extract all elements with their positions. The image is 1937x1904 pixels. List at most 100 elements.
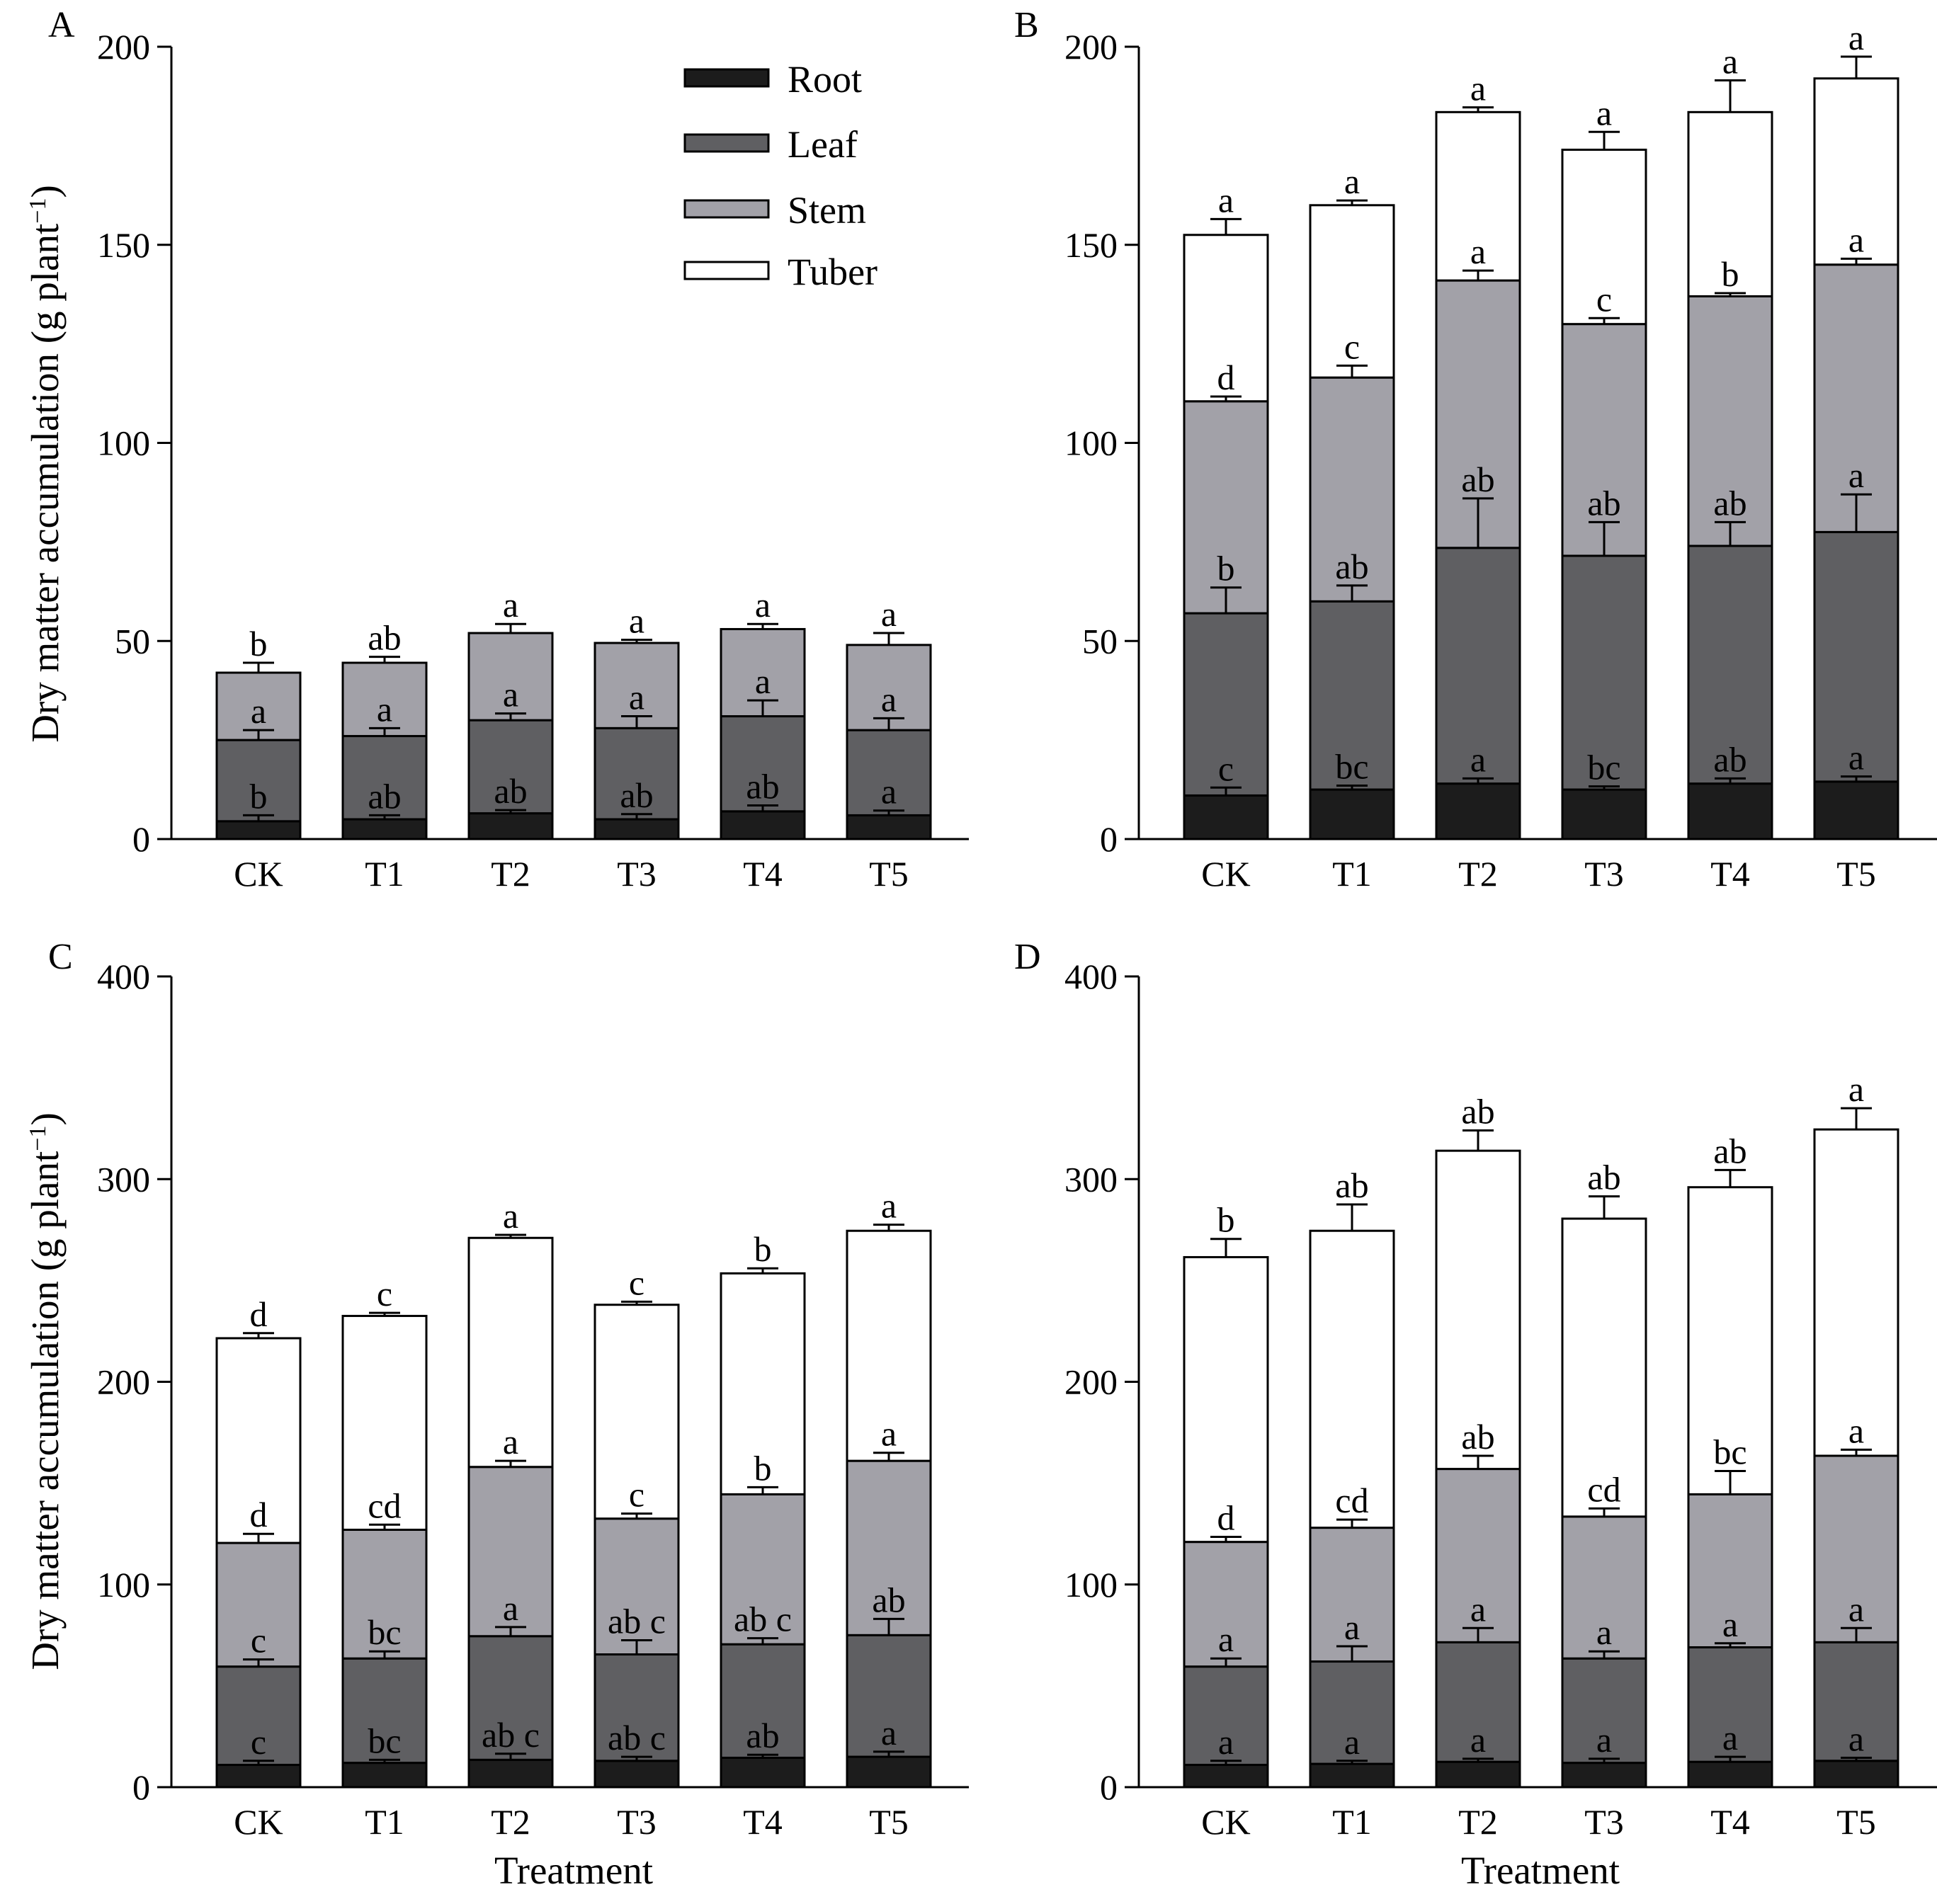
- sig-letter-root: a: [1344, 1722, 1360, 1762]
- panel-label-d: D: [1014, 937, 1041, 977]
- sig-letter-leaf: ab: [872, 1580, 905, 1619]
- legend-label-root: Root: [788, 58, 862, 101]
- sig-letter-tuber: a: [1344, 161, 1360, 201]
- y-tick-label-b: 100: [1064, 423, 1118, 463]
- bar-stem: [1183, 400, 1269, 615]
- sig-letter-stem: a: [503, 585, 518, 625]
- bar-root: [215, 1764, 302, 1789]
- bar-stack-a-t1: ab a ab: [341, 618, 428, 840]
- y-tick-label-b: 0: [1100, 819, 1118, 859]
- bar-root: [1309, 1762, 1395, 1789]
- sig-letter-leaf: a: [881, 679, 897, 719]
- sig-letter-tuber: a: [1218, 180, 1234, 220]
- sig-letter-leaf: ab c: [608, 1601, 666, 1641]
- sig-letter-stem: b: [754, 1448, 772, 1488]
- bar-root: [846, 814, 932, 840]
- panel-label-c: C: [48, 937, 73, 977]
- bar-stem: [1813, 1454, 1899, 1643]
- x-tick-label-d: T2: [1458, 1802, 1498, 1842]
- sig-letter-root: ab: [368, 776, 401, 816]
- bar-stem: [215, 1541, 302, 1668]
- sig-letter-leaf: c: [251, 1621, 266, 1660]
- bar-leaf: [467, 719, 554, 815]
- sig-letter-leaf: a: [1722, 1604, 1738, 1644]
- bar-stack-a-t3: ab aa: [593, 601, 680, 840]
- sig-letter-leaf: bc: [368, 1612, 401, 1652]
- sig-letter-stem: c: [629, 1475, 644, 1515]
- x-tick-label-a: CK: [234, 854, 283, 894]
- x-tick-label-d: T3: [1584, 1802, 1624, 1842]
- sig-letter-stem: bc: [1713, 1432, 1746, 1471]
- sig-letter-stem: b: [1722, 254, 1739, 294]
- sig-letter-stem: a: [1848, 1410, 1864, 1450]
- sig-letter-tuber: c: [377, 1274, 392, 1313]
- sig-letter-root: b: [250, 776, 268, 816]
- panels: 050100150200babCKabaabT1abaaT2abaaT3abaa…: [97, 18, 1937, 1842]
- sig-letter-root: a: [881, 772, 897, 811]
- x-tick-label-c: T5: [869, 1802, 909, 1842]
- sig-letter-tuber: ab: [1713, 1131, 1746, 1170]
- x-tick-label-d: CK: [1201, 1802, 1250, 1842]
- sig-letter-tuber: a: [503, 1196, 518, 1236]
- bar-leaf: [1435, 547, 1521, 785]
- bar-root: [1561, 1762, 1647, 1789]
- bar-tuber: [1435, 1149, 1521, 1471]
- sig-letter-stem: d: [1217, 1498, 1235, 1537]
- sig-letter-leaf: ab: [1587, 483, 1620, 523]
- bar-stack-b-ck: c b d a: [1183, 180, 1269, 840]
- bar-stem: [846, 644, 932, 731]
- bar-leaf: [846, 729, 932, 816]
- sig-letter-leaf: a: [251, 691, 266, 731]
- bar-stem: [720, 1493, 806, 1646]
- y-tick-label-a: 200: [97, 27, 150, 67]
- x-tick-label-b: T2: [1458, 854, 1498, 894]
- y-tick-label-c: 200: [97, 1362, 150, 1402]
- sig-letter-root: c: [1218, 748, 1234, 788]
- y-axis-title-bottom: Dry matter accumulation (g plant−1): [23, 1112, 67, 1670]
- sig-letter-stem: a: [503, 1422, 518, 1461]
- sig-letter-stem: a: [881, 594, 897, 634]
- bar-root: [593, 818, 680, 840]
- bar-root: [341, 1762, 428, 1789]
- y-tick-label-d: 100: [1064, 1565, 1118, 1604]
- sig-letter-stem: a: [629, 601, 644, 641]
- sig-letter-root: a: [1848, 1718, 1864, 1758]
- sig-letter-stem: cd: [368, 1486, 401, 1525]
- sig-letter-tuber: ab: [1461, 1092, 1494, 1131]
- bar-stem: [467, 632, 554, 722]
- bar-leaf: [720, 1643, 806, 1759]
- legend-swatch-tuber: [683, 261, 770, 280]
- bar-tuber: [720, 1272, 806, 1495]
- legend-swatch-root: [683, 68, 770, 88]
- bar-stack-c-t1: bc bc cd c: [341, 1274, 428, 1789]
- bar-stack-a-t4: ab aa: [720, 585, 806, 840]
- panel-label-a: A: [48, 5, 75, 45]
- sig-letter-root: a: [1722, 1718, 1738, 1757]
- sig-letter-tuber: c: [629, 1262, 644, 1302]
- y-axis-title-top: Dry matter accumulation (g plant−1): [23, 185, 67, 743]
- bar-stack-b-t3: bc ab c a: [1561, 93, 1647, 840]
- x-tick-label-a: T2: [491, 854, 530, 894]
- sig-letter-leaf: a: [503, 675, 518, 714]
- sig-letter-tuber: a: [1470, 69, 1486, 108]
- x-tick-label-c: T3: [617, 1802, 657, 1842]
- y-tick-label-d: 400: [1064, 957, 1118, 996]
- x-tick-label-d: T4: [1710, 1802, 1750, 1842]
- sig-letter-leaf: b: [1217, 549, 1235, 588]
- bar-stem: [846, 1459, 932, 1636]
- sig-letter-stem: a: [755, 585, 771, 625]
- bar-tuber: [1561, 148, 1647, 326]
- sig-letter-tuber: a: [881, 1186, 897, 1226]
- sig-letter-root: a: [1470, 1720, 1486, 1760]
- bar-leaf: [1687, 1646, 1773, 1763]
- bar-root: [1561, 788, 1647, 840]
- sig-letter-root: ab: [1713, 739, 1746, 779]
- bar-stack-c-t2: ab c a a a: [467, 1196, 554, 1789]
- sig-letter-stem: d: [250, 1495, 268, 1534]
- sig-letter-root: a: [881, 1713, 897, 1752]
- x-tick-label-b: T5: [1836, 854, 1876, 894]
- y-tick-label-a: 100: [97, 423, 150, 463]
- sig-letter-stem: a: [1848, 220, 1864, 259]
- x-tick-label-d: T5: [1836, 1802, 1876, 1842]
